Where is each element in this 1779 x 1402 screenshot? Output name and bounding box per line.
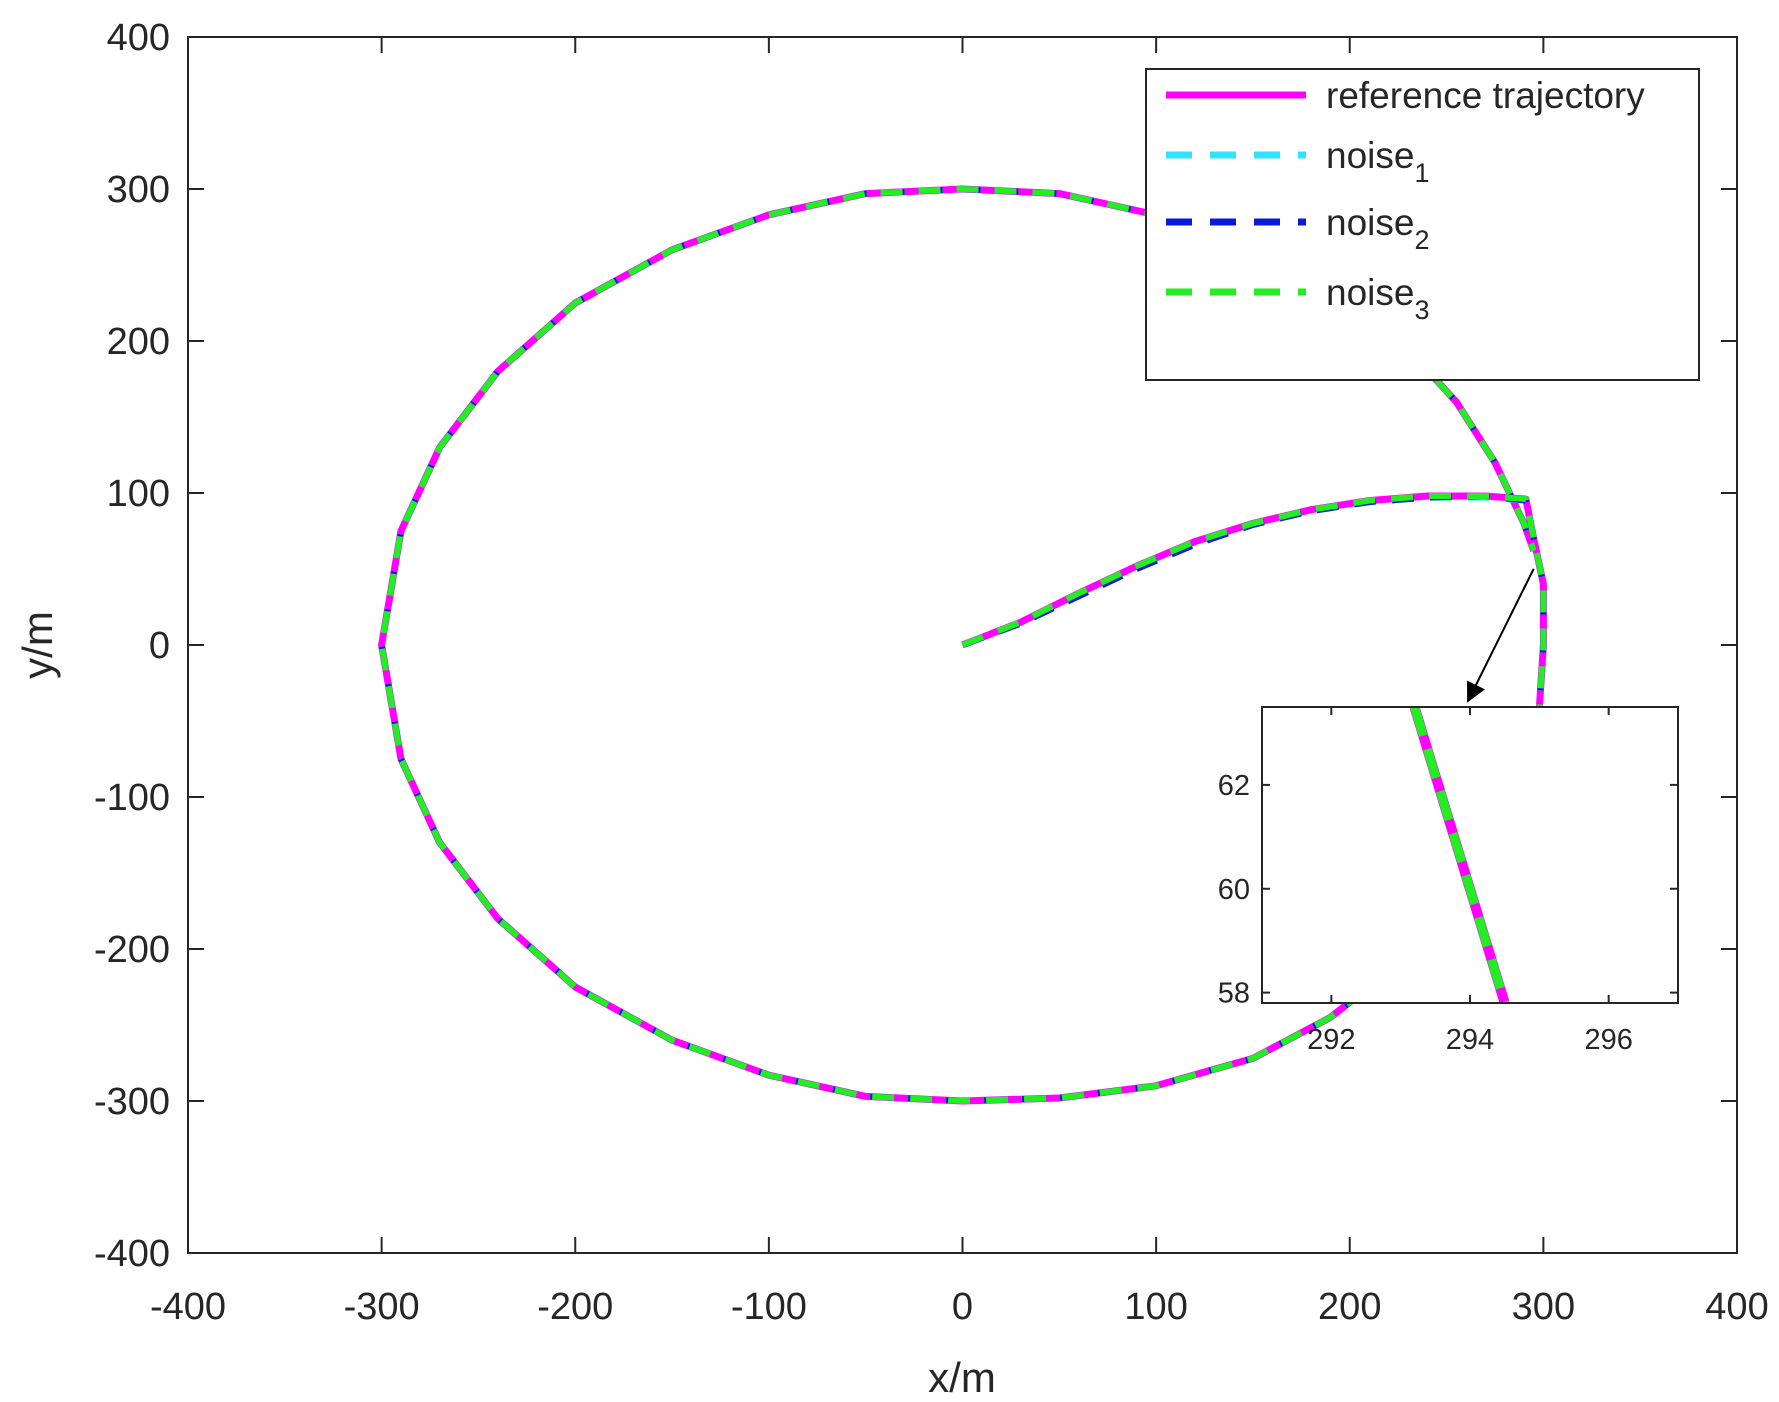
y-tick-label: -200 <box>94 929 170 971</box>
x-tick-label: 0 <box>952 1286 973 1328</box>
inset-x-tick-label: 294 <box>1446 1024 1494 1056</box>
inset-y-tick-label: 58 <box>1218 978 1250 1010</box>
x-tick-label: -300 <box>344 1286 420 1328</box>
inset-axes-ticks: 292 294 296 58 60 62 <box>1218 707 1678 1056</box>
y-tick-label: -300 <box>94 1081 170 1123</box>
inset-y-tick-label: 60 <box>1218 874 1250 906</box>
y-tick-label: -100 <box>94 777 170 819</box>
x-tick-label: -100 <box>731 1286 807 1328</box>
x-tick-label: 300 <box>1512 1286 1575 1328</box>
inset-series <box>1409 707 1510 1003</box>
y-tick-label: 0 <box>149 625 170 667</box>
inset-y-tick-label: 62 <box>1218 770 1250 802</box>
inset-x-tick-label: 292 <box>1307 1024 1355 1056</box>
y-tick-label: 300 <box>107 169 170 211</box>
x-axis-label: x/m <box>928 1354 996 1401</box>
y-tick-label: -400 <box>94 1233 170 1275</box>
legend-label-reference-trajectory: reference trajectory <box>1326 75 1645 116</box>
x-tick-label: -200 <box>537 1286 613 1328</box>
y-tick-label: 100 <box>107 473 170 515</box>
legend-box <box>1145 68 1700 381</box>
series-line-noise3 <box>378 186 1547 1104</box>
inset-x-tick-label: 296 <box>1584 1024 1632 1056</box>
y-tick-label: 400 <box>107 17 170 59</box>
inset-line-noise3 <box>1410 707 1510 1003</box>
inset-zoom-plot: 292 294 296 58 60 62 <box>1218 706 1679 1056</box>
y-tick-label: 200 <box>107 321 170 363</box>
y-axis-label: y/m <box>14 611 61 679</box>
main-plot-series <box>378 185 1547 1105</box>
zoom-arrow <box>1467 568 1535 703</box>
inset-background <box>1262 707 1678 1003</box>
x-tick-label: 400 <box>1705 1286 1768 1328</box>
main-axes-ticks: -400 -300 -200 -100 0 100 200 300 400 -400 -300 -20… <box>94 17 1769 1328</box>
x-tick-label: 200 <box>1318 1286 1381 1328</box>
x-tick-label: 100 <box>1124 1286 1187 1328</box>
x-tick-label: -400 <box>150 1286 226 1328</box>
